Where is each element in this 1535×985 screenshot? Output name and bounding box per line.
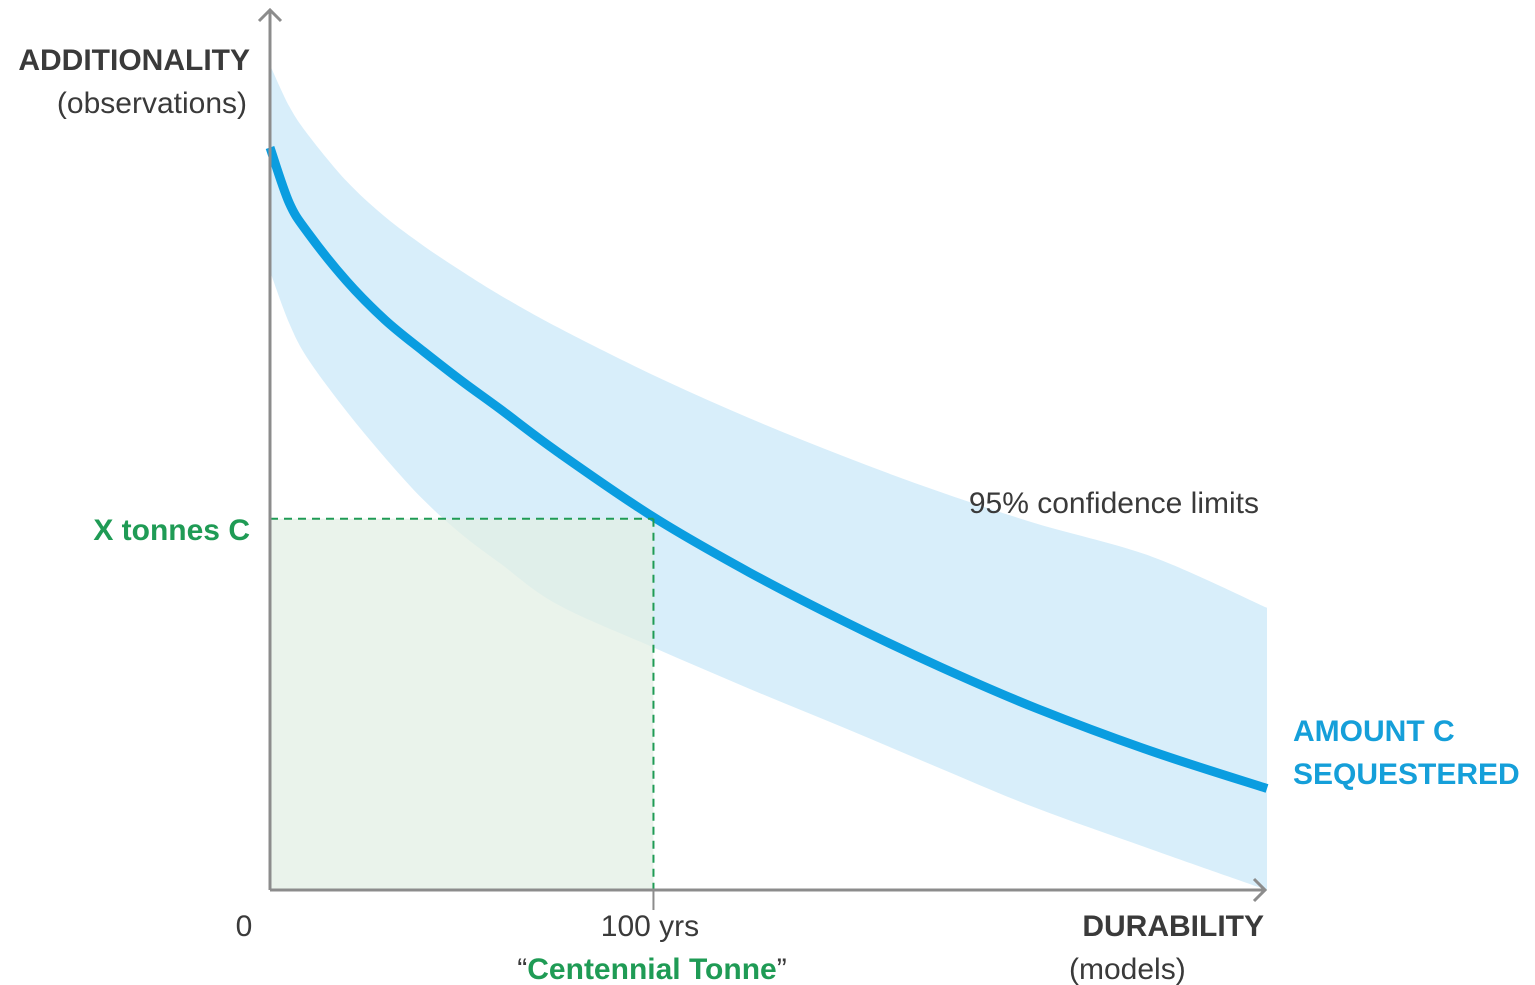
amount-c-sequestered-line xyxy=(265,146,1269,793)
series-label-line-2: SEQUESTERED xyxy=(1293,758,1520,791)
centennial-tonne-label: “Centennial Tonne” xyxy=(517,953,786,985)
centennial-open-quote: “ xyxy=(517,953,527,985)
x-axis-label: DURABILITY xyxy=(1082,910,1264,943)
confidence-band xyxy=(270,65,1267,890)
confidence-band-label: 95% confidence limits xyxy=(969,487,1259,520)
y-axis-sublabel: (observations) xyxy=(57,87,247,120)
y-axis-arrow-icon xyxy=(257,7,283,23)
x-tick-100-yrs: 100 yrs xyxy=(601,910,699,943)
x-tick-origin: 0 xyxy=(236,910,253,943)
y-axis-label: ADDITIONALITY xyxy=(18,44,250,77)
x-axis-sublabel: (models) xyxy=(1069,953,1186,985)
centennial-close-quote: ” xyxy=(777,953,787,985)
centennial-tonne-text: Centennial Tonne xyxy=(527,953,776,985)
series-label-line-1: AMOUNT C xyxy=(1293,715,1455,748)
centennial-tonne-area xyxy=(270,518,654,890)
x-axis-arrow-icon xyxy=(1252,877,1268,903)
x-tonnes-label: X tonnes C xyxy=(93,514,250,547)
